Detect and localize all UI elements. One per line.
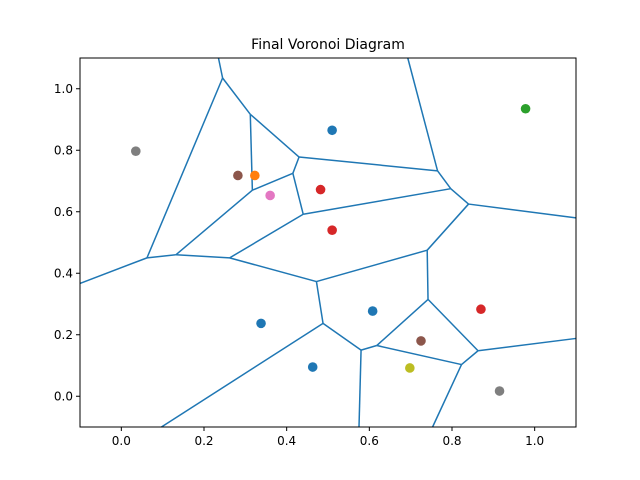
voronoi-edge [146, 254, 176, 259]
voronoi-edge [252, 172, 294, 191]
voronoi-edge [468, 203, 577, 219]
voronoi-edge [229, 257, 317, 283]
voronoi-edge [358, 350, 362, 428]
y-tick-label: 0.0 [54, 389, 73, 403]
voronoi-edge [175, 189, 253, 256]
x-tick-label: 0.4 [277, 434, 296, 448]
voronoi-edges [79, 57, 577, 428]
voronoi-edge [436, 170, 452, 190]
seed-point [327, 125, 337, 136]
x-tick-label: 1.0 [525, 434, 544, 448]
voronoi-edge [426, 250, 429, 300]
x-tick-label: 0.0 [112, 434, 131, 448]
y-tick-label: 0.4 [54, 266, 73, 280]
x-tick-label: 0.6 [360, 434, 379, 448]
seed-point [233, 170, 243, 181]
voronoi-edge [461, 350, 479, 366]
voronoi-edge [298, 156, 438, 172]
voronoi-edge [146, 77, 224, 259]
seed-point [131, 146, 141, 156]
voronoi-edge [79, 257, 148, 285]
y-tick-label: 1.0 [54, 82, 73, 96]
seed-point [405, 363, 415, 373]
voronoi-edge [229, 213, 304, 259]
voronoi-edge [303, 187, 451, 215]
seed-point [265, 190, 275, 201]
voronoi-edge [376, 344, 462, 366]
voronoi-edge [477, 337, 577, 352]
seed-point [367, 306, 378, 316]
voronoi-edge [322, 322, 362, 351]
x-axis: 0.0 0.2 0.4 0.6 0.8 1.0 [112, 427, 544, 448]
voronoi-edge [427, 298, 479, 352]
x-tick-label: 0.8 [442, 434, 461, 448]
seed-point [307, 362, 318, 372]
y-tick-label: 0.6 [54, 205, 73, 219]
voronoi-edge [249, 113, 300, 158]
seed-point [315, 184, 326, 195]
seed-point [494, 386, 505, 396]
plot-frame [79, 57, 577, 428]
seed-point [416, 336, 426, 346]
seed-point [327, 225, 337, 235]
y-axis: 0.0 0.2 0.4 0.6 0.8 1.0 [54, 82, 80, 403]
chart-title: Final Voronoi Diagram [251, 37, 405, 53]
voronoi-edge [376, 298, 429, 347]
seed-point [250, 170, 260, 181]
voronoi-edge [407, 57, 439, 172]
voronoi-edge [292, 156, 300, 174]
voronoi-edge [360, 344, 377, 351]
voronoi-edge [175, 254, 230, 259]
voronoi-edge [426, 203, 470, 251]
y-tick-label: 0.2 [54, 328, 73, 342]
voronoi-edge [161, 322, 324, 428]
seed-point [256, 318, 266, 329]
seed-point [476, 304, 486, 315]
voronoi-edge [450, 188, 470, 205]
x-tick-label: 0.2 [194, 434, 213, 448]
voronoi-edge [315, 281, 324, 324]
voronoi-edge [431, 364, 463, 428]
voronoi-edge [222, 77, 251, 115]
voronoi-edge [316, 249, 428, 283]
seed-points [131, 103, 531, 396]
seed-point [520, 103, 531, 114]
voronoi-edge [292, 173, 304, 215]
y-tick-label: 0.8 [54, 143, 73, 157]
voronoi-edge [217, 57, 224, 79]
